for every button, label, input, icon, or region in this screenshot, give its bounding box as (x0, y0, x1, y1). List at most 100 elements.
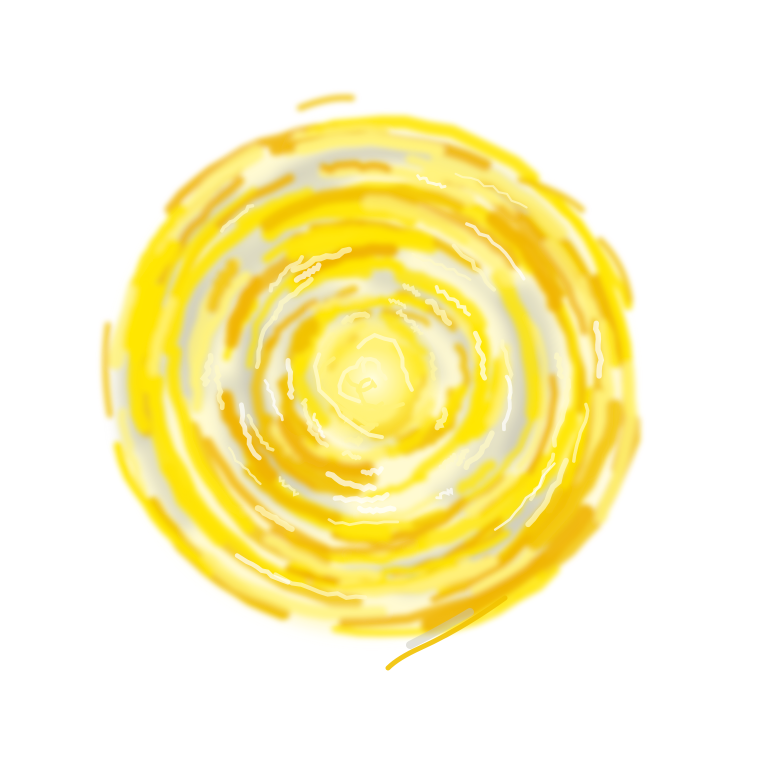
cream-highlight-stroke (239, 402, 262, 461)
yellow-swirl-stroke (306, 115, 540, 185)
yellow-swirl-stroke (421, 168, 502, 206)
yellow-swirl-stroke (463, 472, 516, 515)
yellow-swirl-stroke (148, 297, 177, 377)
cream-highlight-stroke (357, 505, 397, 515)
core-swirl-stroke (333, 387, 405, 412)
yellow-swirl-stroke (243, 463, 342, 526)
yellow-swirl-stroke (416, 472, 533, 551)
yellow-swirl-stroke (268, 527, 430, 555)
yellow-swirl-stroke (324, 256, 370, 278)
yellow-swirl-stroke (218, 390, 279, 483)
yellow-swirl-stroke (357, 492, 443, 522)
swirl-strokes-layer (102, 94, 641, 637)
yellow-swirl-stroke (264, 535, 382, 580)
cream-highlight-stroke (293, 262, 322, 283)
yellow-swirl-stroke (157, 176, 245, 288)
cream-highlight-stroke (465, 222, 526, 281)
yellow-swirl-stroke (455, 323, 491, 445)
cream-highlight-stroke (285, 358, 295, 400)
cream-highlight-stroke (213, 364, 225, 411)
cream-highlight-stroke (456, 448, 470, 467)
cream-highlight-stroke (592, 320, 605, 379)
cream-highlight-stroke (268, 255, 304, 293)
cream-highlight-stroke (327, 518, 400, 527)
yellow-swirl-stroke (148, 186, 257, 365)
yellow-swirl-stroke (117, 407, 148, 499)
cream-highlight-stroke (290, 246, 352, 273)
yellow-swirl-stroke (430, 151, 568, 240)
yellow-swirl-stroke (364, 473, 428, 500)
yellow-swirl-stroke (331, 565, 560, 637)
cream-highlight-stroke (493, 462, 556, 531)
yellow-swirl-stroke (491, 268, 543, 421)
yellow-swirl-stroke (338, 556, 499, 598)
swirl-tail (385, 595, 508, 671)
yellow-swirl-stroke (262, 224, 395, 264)
cream-highlight-stroke (272, 276, 314, 321)
cream-highlight-stroke (402, 283, 421, 297)
cream-highlight-stroke (424, 298, 453, 326)
yellow-swirl-stroke (258, 413, 363, 498)
yellow-swirl-stroke (312, 562, 460, 591)
yellow-swirl-stroke (130, 204, 188, 289)
cream-highlight-stroke (411, 253, 472, 282)
outer-wisp (102, 322, 113, 418)
core-swirl-stroke (360, 356, 388, 381)
yellow-swirl-stroke (122, 238, 181, 353)
tail-stroke (385, 595, 508, 671)
cream-highlight-stroke (472, 330, 488, 381)
yellow-swirl-stroke (318, 163, 475, 205)
gray-haze-streak (516, 281, 559, 399)
cream-highlight-stroke (234, 553, 291, 585)
cream-highlight-stroke (300, 398, 313, 425)
cream-highlight-stroke (434, 285, 471, 317)
yellow-swirl-stroke (224, 275, 263, 350)
core-swirl-stroke (356, 332, 414, 392)
yellow-swirl-stroke (113, 441, 215, 577)
cream-highlight-stroke (553, 352, 565, 380)
cream-highlight-stroke (435, 487, 454, 500)
cream-highlight-stroke (572, 402, 590, 463)
yellow-swirl-stroke (265, 299, 319, 351)
yellow-swirl-stroke (317, 296, 393, 320)
yellow-swirl-stroke (148, 374, 227, 547)
cream-highlight-stroke (278, 476, 300, 497)
yellow-swirl-stroke (464, 374, 542, 502)
cream-highlight-stroke (451, 243, 497, 292)
yellow-swirl-stroke (285, 227, 434, 261)
yellow-swirl-stroke (201, 552, 388, 621)
cream-highlight-stroke (220, 204, 255, 233)
cream-highlight-stroke (306, 420, 330, 448)
cream-highlight-stroke (502, 374, 513, 432)
cream-highlight-stroke (525, 457, 569, 528)
yellow-swirl-stroke (485, 211, 563, 313)
core-swirl-stroke (356, 377, 377, 393)
yellow-swirl-stroke (202, 436, 331, 555)
cream-highlight-stroke (325, 471, 377, 493)
cream-highlight-stroke (263, 379, 284, 422)
yellow-swirl-stroke (387, 293, 430, 312)
yellow-swirl-stroke (411, 473, 506, 527)
cream-highlight-stroke (551, 378, 571, 448)
outer-wisp (597, 237, 633, 303)
cream-highlight-stroke (254, 315, 276, 370)
yellow-swirl-stroke (190, 271, 252, 413)
yellow-swirl-stroke (295, 132, 445, 157)
cream-highlight-stroke (434, 407, 449, 431)
yellow-swirl-stroke (524, 174, 633, 311)
yellow-swirl-stroke (319, 160, 393, 175)
yellow-swirl-stroke (338, 551, 548, 628)
core-swirl-stroke (312, 352, 384, 440)
cream-highlight-stroke (360, 466, 384, 477)
yellow-swirl-stroke (456, 459, 497, 495)
yellow-swirl-stroke (515, 314, 549, 471)
yellow-swirl-stroke (527, 398, 622, 552)
yellow-swirl-stroke (362, 195, 515, 285)
yellow-swirl-stroke (492, 199, 589, 336)
tail-haze (406, 608, 474, 649)
cream-highlight-stroke (341, 449, 362, 461)
yellow-swirl-stroke (276, 415, 375, 478)
outer-wisp (297, 94, 355, 111)
